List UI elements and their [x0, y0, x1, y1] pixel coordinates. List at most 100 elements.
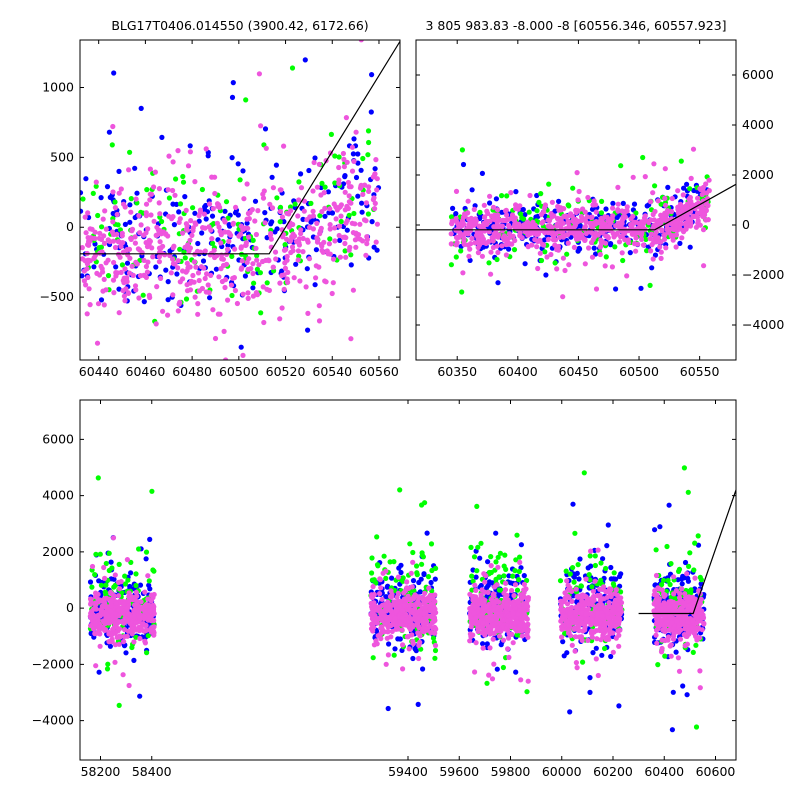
data-point [495, 554, 501, 560]
data-point [669, 620, 675, 626]
data-point [136, 213, 142, 219]
data-point [344, 227, 350, 233]
data-point [385, 705, 391, 712]
data-point [521, 216, 527, 222]
y-tick-label: 6000 [742, 67, 774, 82]
data-point [327, 226, 333, 232]
data-point [228, 282, 235, 288]
data-point [109, 142, 115, 148]
data-point [571, 244, 578, 250]
data-point [571, 574, 578, 580]
data-point [467, 257, 473, 263]
data-point [570, 185, 576, 191]
data-point [160, 308, 166, 314]
data-point [129, 228, 135, 234]
data-point [209, 213, 216, 219]
data-point [469, 621, 475, 627]
data-point [212, 254, 218, 261]
data-point [487, 200, 493, 206]
data-point [485, 210, 491, 217]
data-point [360, 191, 366, 197]
data-point [208, 272, 214, 278]
data-point [222, 284, 228, 291]
data-point [225, 229, 231, 235]
data-point [593, 286, 600, 292]
data-point [216, 274, 222, 280]
data-point [314, 239, 321, 245]
data-point [132, 240, 138, 246]
data-point [177, 299, 183, 305]
data-point [183, 221, 189, 227]
data-point [676, 668, 683, 674]
data-point [503, 207, 509, 213]
data-point [513, 669, 519, 675]
data-point [311, 159, 317, 166]
data-point [152, 169, 158, 175]
data-point [514, 532, 520, 538]
data-point [200, 258, 207, 264]
data-point [565, 218, 571, 224]
data-point [400, 642, 406, 648]
data-point [507, 225, 513, 231]
data-point [103, 560, 109, 567]
data-point [125, 577, 131, 583]
data-point [101, 240, 108, 246]
data-point [365, 128, 372, 134]
data-point [686, 563, 692, 570]
data-point [587, 675, 593, 681]
data-point [203, 146, 209, 152]
data-point [285, 279, 291, 285]
data-point [575, 197, 581, 203]
data-point [245, 210, 251, 217]
data-point [325, 251, 331, 257]
data-point [417, 589, 423, 595]
data-point [104, 184, 111, 190]
data-point [188, 218, 194, 224]
data-point [224, 261, 230, 267]
scatter-points [448, 146, 712, 300]
data-point [619, 233, 625, 239]
data-point [203, 289, 209, 295]
data-point [469, 235, 475, 241]
data-point [701, 206, 708, 212]
data-point [522, 261, 528, 267]
data-point [85, 257, 92, 263]
data-point [697, 186, 703, 192]
data-point [695, 210, 701, 216]
data-point [166, 213, 172, 219]
data-point [699, 191, 705, 198]
data-point [369, 577, 375, 583]
data-point [592, 234, 598, 240]
data-point [588, 610, 595, 617]
data-point [494, 243, 500, 249]
data-point [671, 233, 677, 239]
data-point [358, 167, 364, 173]
data-point [647, 199, 654, 205]
data-point [351, 158, 357, 164]
data-point [318, 192, 324, 198]
data-point [433, 565, 439, 572]
data-point [93, 551, 99, 557]
data-point [643, 236, 649, 242]
data-point [313, 275, 319, 281]
data-point [89, 563, 96, 570]
data-point [253, 290, 259, 296]
data-point [448, 241, 454, 247]
data-point [506, 231, 512, 237]
data-point [355, 160, 361, 166]
data-point [650, 256, 656, 262]
data-point [117, 239, 123, 245]
data-point [693, 724, 700, 730]
data-point [269, 174, 275, 180]
data-point [143, 230, 149, 236]
data-point [202, 275, 208, 282]
data-point [369, 72, 375, 78]
data-point [223, 277, 229, 283]
data-point [182, 255, 188, 261]
data-point [316, 161, 322, 167]
data-point [95, 212, 101, 219]
data-point [116, 168, 122, 174]
data-point [612, 244, 618, 250]
data-point [522, 212, 528, 218]
data-point [279, 214, 285, 220]
